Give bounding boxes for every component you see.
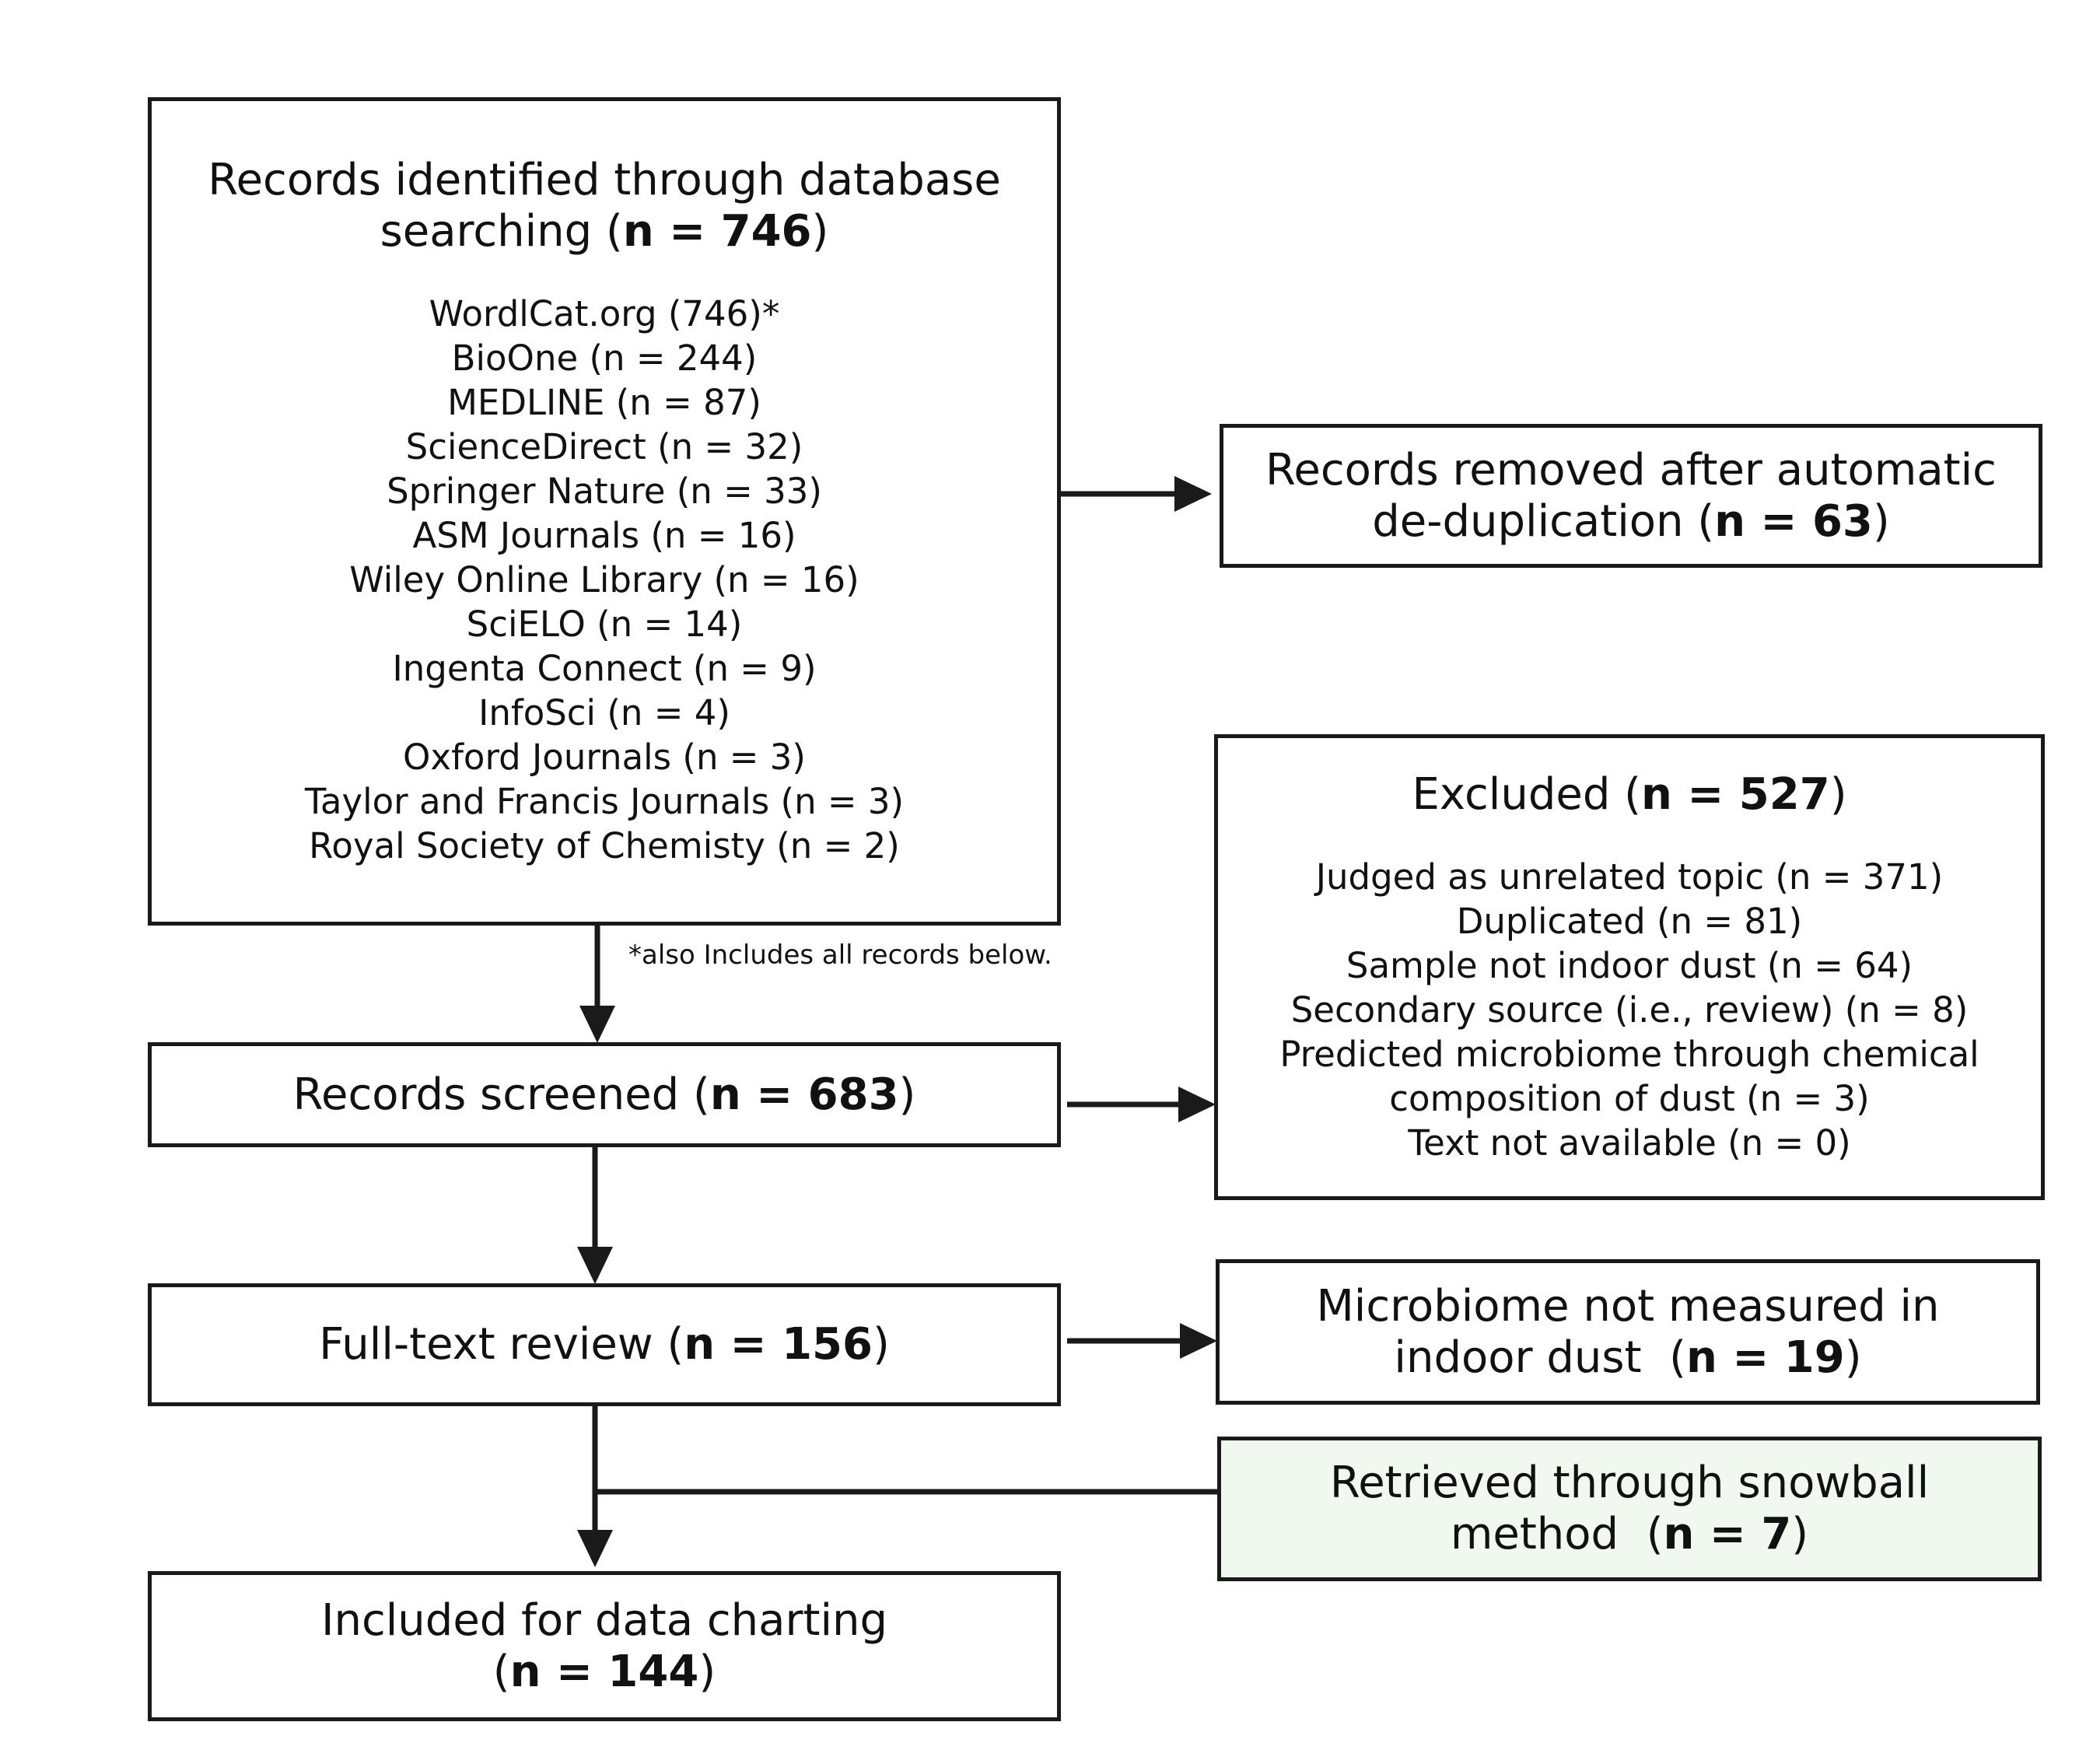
snowball-count: n = 7: [1663, 1509, 1792, 1559]
included-count: n = 144: [509, 1646, 699, 1697]
excluded-count: n = 527: [1641, 769, 1830, 820]
snowball-box: Retrieved through snowball method (n = 7…: [1217, 1437, 2042, 1581]
reason-item: Sample not indoor dust (n = 64): [1346, 945, 1913, 986]
reason-item: Secondary source (i.e., review) (n = 8): [1290, 989, 1969, 1031]
reason-item: Text not available (n = 0): [1408, 1122, 1851, 1164]
identified-title-line2: searching (n = 746): [380, 206, 829, 257]
screened-text: Records screened (n = 683): [292, 1069, 916, 1120]
snowball-text: Retrieved through snowball method (n = 7…: [1329, 1458, 1930, 1559]
source-item: MEDLINE (n = 87): [447, 382, 761, 423]
reason-item: Judged as unrelated topic (n = 371): [1315, 856, 1944, 898]
removed-box: Records removed after automatic de-dupli…: [1220, 424, 2042, 568]
identified-title: Records identified through database sear…: [208, 155, 1001, 257]
source-item: Oxford Journals (n = 3): [403, 737, 806, 778]
removed-count: n = 63: [1714, 495, 1873, 547]
fulltext-box: Full-text review (n = 156): [148, 1283, 1061, 1406]
not-measured-box: Microbiome not measured in indoor dust (…: [1216, 1259, 2040, 1405]
reason-item: Predicted microbiome through chemical: [1279, 1034, 1979, 1075]
excluded-title: Excluded (n = 527): [1412, 769, 1847, 820]
included-text: Included for data charting (n = 144): [320, 1594, 888, 1697]
fulltext-count: n = 156: [684, 1319, 873, 1370]
arrowhead-notmeasured: [1180, 1323, 1217, 1359]
source-item: Ingenta Connect (n = 9): [392, 648, 817, 689]
source-item: Springer Nature (n = 33): [387, 471, 822, 512]
included-box: Included for data charting (n = 144): [148, 1571, 1061, 1721]
identified-box: Records identified through database sear…: [148, 97, 1061, 926]
arrowhead-removed: [1174, 476, 1212, 512]
source-item: Wiley Online Library (n = 16): [349, 559, 859, 600]
fulltext-text: Full-text review (n = 156): [319, 1319, 890, 1370]
not-measured-text: Microbiome not measured in indoor dust (…: [1316, 1280, 1940, 1383]
arrowhead-fulltext: [577, 1247, 613, 1284]
footnote: *also Includes all records below.: [628, 940, 1052, 971]
excluded-box: Excluded (n = 527) Judged as unrelated t…: [1214, 734, 2045, 1200]
arrowhead-included: [577, 1530, 613, 1567]
source-item: WordlCat.org (746)*: [429, 293, 780, 334]
source-item: BioOne (n = 244): [451, 338, 758, 379]
not-measured-count: n = 19: [1685, 1332, 1845, 1383]
screened-box: Records screened (n = 683): [148, 1042, 1061, 1147]
identified-count: n = 746: [622, 206, 812, 257]
source-item: ASM Journals (n = 16): [412, 515, 796, 556]
screened-count: n = 683: [709, 1069, 899, 1120]
source-item: ScienceDirect (n = 32): [405, 426, 803, 467]
source-item: SciELO (n = 14): [466, 604, 743, 645]
arrowhead-excluded: [1178, 1087, 1216, 1122]
exclusion-reasons: Judged as unrelated topic (n = 371) Dupl…: [1279, 855, 1979, 1165]
source-item: InfoSci (n = 4): [478, 692, 730, 733]
source-item: Royal Society of Chemisty (n = 2): [309, 825, 900, 866]
reason-item: composition of dust (n = 3): [1389, 1078, 1870, 1119]
identified-title-line1: Records identified through database: [208, 155, 1001, 205]
reason-item: Duplicated (n = 81): [1456, 901, 1803, 942]
source-item: Taylor and Francis Journals (n = 3): [304, 781, 905, 822]
removed-text: Records removed after automatic de-dupli…: [1265, 444, 1997, 547]
source-list: WordlCat.org (746)* BioOne (n = 244) MED…: [305, 292, 904, 868]
arrowhead-screened: [579, 1006, 615, 1043]
